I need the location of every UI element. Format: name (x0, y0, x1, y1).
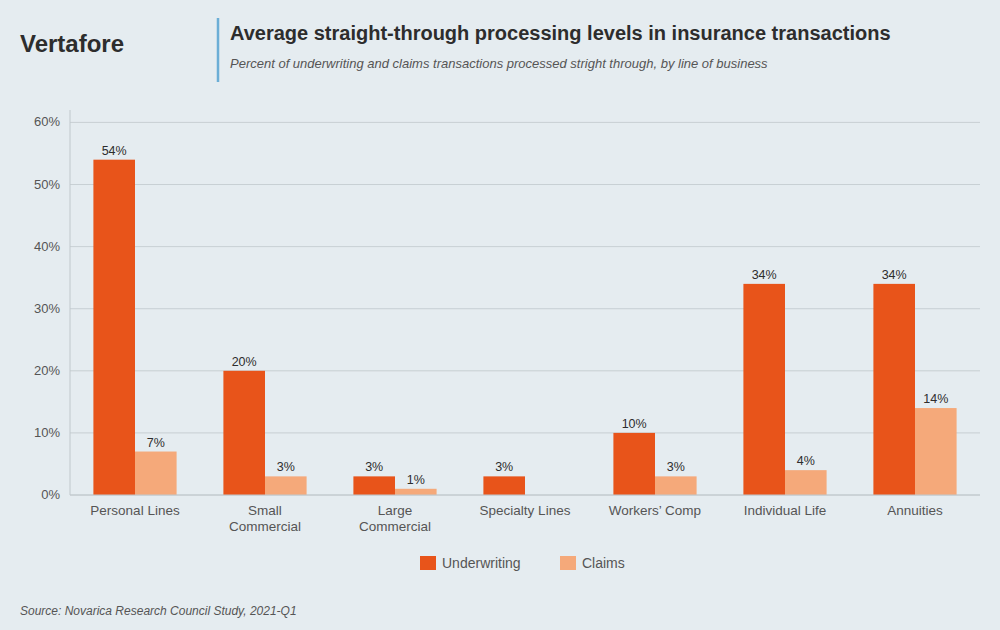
background (0, 0, 1000, 630)
data-label: 1% (407, 473, 425, 487)
y-tick-label: 40% (34, 239, 60, 254)
x-tick-label: Annuities (887, 503, 943, 518)
grid (70, 122, 980, 495)
subtitle: Percent of underwriting and claims trans… (230, 56, 768, 71)
grid-line (70, 122, 980, 123)
data-label: 34% (882, 268, 907, 282)
bar (873, 284, 915, 495)
legend-swatch (560, 556, 576, 570)
data-label: 7% (147, 436, 165, 450)
x-tick-label-line: Commercial (359, 519, 431, 534)
x-tick-label: LargeCommercial (359, 503, 431, 534)
chart: Vertafore Average straight-through proces… (0, 0, 1000, 630)
bar (483, 476, 525, 495)
data-label: 10% (622, 417, 647, 431)
y-tick-label: 0% (41, 487, 60, 502)
bar (223, 371, 265, 495)
legend-label: Underwriting (442, 555, 521, 571)
data-label: 3% (365, 460, 383, 474)
grid-line (70, 308, 980, 309)
bar (655, 476, 697, 495)
x-tick-label: Individual Life (744, 503, 827, 518)
x-tick-label-line: Specialty Lines (480, 503, 571, 518)
x-tick-label-line: Workers’ Comp (609, 503, 701, 518)
grid-line (70, 432, 980, 433)
y-axis-line (70, 110, 71, 495)
grid-line (70, 370, 980, 371)
data-label: 14% (923, 392, 948, 406)
grid-line (70, 184, 980, 185)
title: Average straight-through processing leve… (230, 22, 891, 44)
divider (217, 18, 220, 82)
baseline (70, 495, 980, 496)
x-tick-label-line: Large (378, 503, 413, 518)
x-tick-label-line: Personal Lines (90, 503, 180, 518)
data-labels: 54% 20% 3% 3% 10% 34% 34% 7% 3% 1% 3% 4% 14% (102, 144, 949, 487)
x-tick-label-line: Annuities (887, 503, 943, 518)
data-label: 4% (797, 454, 815, 468)
data-label: 3% (495, 460, 513, 474)
x-tick-label: SmallCommercial (229, 503, 301, 534)
grid-line (70, 495, 980, 496)
y-tick-label: 30% (34, 301, 60, 316)
bar (915, 408, 957, 495)
y-tick-label: 10% (34, 425, 60, 440)
x-tick-label-line: Commercial (229, 519, 301, 534)
x-tick-label-line: Individual Life (744, 503, 827, 518)
x-tick-label: Workers’ Comp (609, 503, 701, 518)
data-label: 3% (277, 460, 295, 474)
bars (93, 160, 956, 495)
x-tick-label-line: Small (248, 503, 282, 518)
grid-line (70, 246, 980, 247)
y-tick-label: 60% (34, 114, 60, 129)
brand-text: Vertafore (20, 30, 124, 57)
source: Source: Novarica Research Council Study,… (20, 604, 297, 618)
bar (265, 476, 307, 495)
bar (743, 284, 785, 495)
x-tick-label: Specialty Lines (480, 503, 571, 518)
data-label: 3% (667, 460, 685, 474)
bar (135, 452, 177, 495)
bar (785, 470, 827, 495)
y-tick-label: 50% (34, 177, 60, 192)
bar (353, 476, 395, 495)
x-tick-label: Personal Lines (90, 503, 180, 518)
legend-label: Claims (582, 555, 625, 571)
legend-swatch (420, 556, 436, 570)
y-tick-label: 20% (34, 363, 60, 378)
bar (613, 433, 655, 495)
legend: Underwriting Claims (420, 555, 625, 571)
data-label: 54% (102, 144, 127, 158)
bar (395, 489, 437, 495)
bar (93, 160, 135, 495)
data-label: 34% (752, 268, 777, 282)
data-label: 20% (232, 355, 257, 369)
